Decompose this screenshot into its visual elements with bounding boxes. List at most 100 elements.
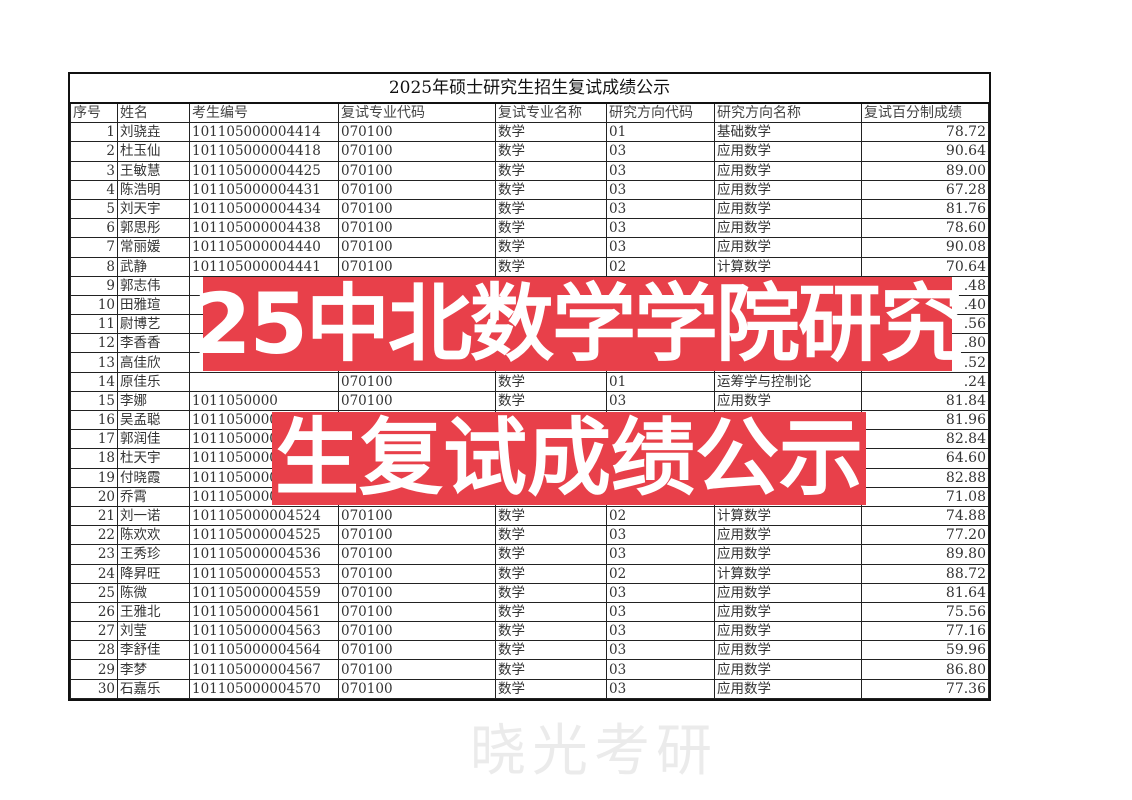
table-row: 4 陈浩明 101105000004431 070100 数学 03 应用数学 67.28 (70, 179, 989, 200)
score-cell: 89.00 (861, 160, 989, 181)
score-cell: 78.60 (861, 218, 989, 239)
major-name-cell: 数学 (495, 544, 607, 565)
direction-name-cell: 运筹学与控制论 (714, 371, 862, 392)
major-code-cell: 070100 (338, 179, 496, 200)
direction-name-cell: 应用数学 (714, 601, 862, 623)
score-cell: 64.60 (861, 448, 989, 469)
student-name-cell: 刘骁垚 (117, 122, 190, 143)
row-number-cell: 6 (70, 218, 118, 239)
table-row: 30 石嘉乐 101105000004570 070100 数学 03 应用数学 77.36 (70, 678, 989, 699)
row-number-cell: 15 (70, 390, 118, 412)
table-row: 26 王雅北 101105000004561 070100 数学 03 应用数学 75.56 (70, 601, 989, 623)
student-name-cell: 常丽媛 (117, 237, 190, 258)
student-name-cell: 高佳欣 (117, 352, 190, 373)
major-code-cell: 070100 (338, 505, 496, 527)
table-row: 5 刘天宇 101105000004434 070100 数学 03 应用数学 81.76 (70, 198, 989, 220)
candidate-id-cell: 101105000004570 (189, 678, 339, 699)
table-row: 29 李梦 101105000004567 070100 数学 03 应用数学 86.80 (70, 659, 989, 680)
row-number-cell: 2 (70, 141, 118, 162)
major-name-cell: 数学 (495, 505, 607, 527)
direction-name-cell: 应用数学 (714, 544, 862, 565)
major-code-cell: 070100 (338, 371, 496, 392)
column-header: 研究方向名称 (714, 104, 862, 124)
row-number-cell: 10 (70, 294, 118, 316)
candidate-id-cell: 101105000004561 (189, 601, 339, 623)
student-name-cell: 陈微 (117, 582, 190, 603)
row-number-cell: 8 (70, 256, 118, 277)
direction-code-cell: 03 (606, 160, 715, 181)
table-header: 序号 姓名 考生编号 复试专业代码 复试专业名称 研究方向代码 研究方向名称 复试百分制成绩 (70, 104, 989, 124)
score-cell: 81.76 (861, 198, 989, 220)
table-row: 28 李舒佳 101105000004564 070100 数学 03 应用数学 59.96 (70, 640, 989, 661)
direction-name-cell: 计算数学 (714, 256, 862, 277)
major-name-cell: 数学 (495, 179, 607, 200)
major-code-cell: 070100 (338, 218, 496, 239)
banner-line-1: 25中北数学学院研究 (193, 275, 964, 374)
major-code-cell: 070100 (338, 563, 496, 584)
score-cell: 70.64 (861, 256, 989, 277)
table-row: 8 武静 101105000004441 070100 数学 02 计算数学 70.64 (70, 256, 989, 277)
direction-name-cell: 应用数学 (714, 141, 862, 162)
table-row: 2 杜玉仙 101105000004418 070100 数学 03 应用数学 90.64 (70, 141, 989, 162)
student-name-cell: 王秀珍 (117, 544, 190, 565)
row-number-cell: 9 (70, 275, 118, 296)
major-name-cell: 数学 (495, 640, 607, 661)
candidate-id-cell: 101105000004567 (189, 659, 339, 680)
row-number-cell: 20 (70, 486, 118, 507)
score-cell: 78.72 (861, 122, 989, 143)
candidate-id-cell: 101105000004431 (189, 179, 339, 200)
row-number-cell: 30 (70, 678, 118, 699)
table-row: 22 陈欢欢 101105000004525 070100 数学 03 应用数学 77.20 (70, 525, 989, 546)
major-code-cell: 070100 (338, 390, 496, 412)
direction-code-cell: 03 (606, 601, 715, 623)
row-number-cell: 4 (70, 179, 118, 200)
student-name-cell: 郭润佳 (117, 429, 190, 450)
direction-name-cell: 应用数学 (714, 179, 862, 200)
direction-code-cell: 03 (606, 179, 715, 200)
direction-code-cell: 03 (606, 390, 715, 412)
major-name-cell: 数学 (495, 678, 607, 699)
student-name-cell: 降昇旺 (117, 563, 190, 584)
major-name-cell: 数学 (495, 122, 607, 143)
student-name-cell: 吴孟聪 (117, 409, 190, 431)
candidate-id-cell: 101105000004553 (189, 563, 339, 584)
major-code-cell: 070100 (338, 544, 496, 565)
major-code-cell: 070100 (338, 237, 496, 258)
direction-code-cell: 03 (606, 678, 715, 699)
student-name-cell: 刘天宇 (117, 198, 190, 220)
row-number-cell: 26 (70, 601, 118, 623)
row-number-cell: 13 (70, 352, 118, 373)
score-cell: 90.08 (861, 237, 989, 258)
direction-name-cell: 应用数学 (714, 640, 862, 661)
row-number-cell: 14 (70, 371, 118, 392)
major-code-cell: 070100 (338, 122, 496, 143)
direction-name-cell: 应用数学 (714, 237, 862, 258)
column-header: 复试专业代码 (338, 104, 496, 124)
row-number-cell: 16 (70, 409, 118, 431)
score-cell: 67.28 (861, 179, 989, 200)
major-name-cell: 数学 (495, 198, 607, 220)
major-code-cell: 070100 (338, 198, 496, 220)
student-name-cell: 刘莹 (117, 621, 190, 642)
score-cell: 81.84 (861, 390, 989, 412)
candidate-id-cell: 101105000004524 (189, 505, 339, 527)
score-cell: 74.88 (861, 505, 989, 527)
direction-code-cell: 01 (606, 371, 715, 392)
direction-code-cell: 03 (606, 582, 715, 603)
student-name-cell: 李娜 (117, 390, 190, 412)
student-name-cell: 杜天宇 (117, 448, 190, 469)
direction-name-cell: 应用数学 (714, 659, 862, 680)
student-name-cell: 王敏慧 (117, 160, 190, 181)
row-number-cell: 11 (70, 314, 118, 335)
row-number-cell: 3 (70, 160, 118, 181)
direction-name-cell: 计算数学 (714, 505, 862, 527)
score-cell: 77.36 (861, 678, 989, 699)
candidate-id-cell: 101105000004564 (189, 640, 339, 661)
student-name-cell: 李梦 (117, 659, 190, 680)
candidate-id-cell: 101105000004563 (189, 621, 339, 642)
score-cell: 82.84 (861, 429, 989, 450)
direction-code-cell: 02 (606, 256, 715, 277)
direction-code-cell: 03 (606, 525, 715, 546)
table-row: 25 陈微 101105000004559 070100 数学 03 应用数学 81.64 (70, 582, 989, 603)
major-code-cell: 070100 (338, 678, 496, 699)
